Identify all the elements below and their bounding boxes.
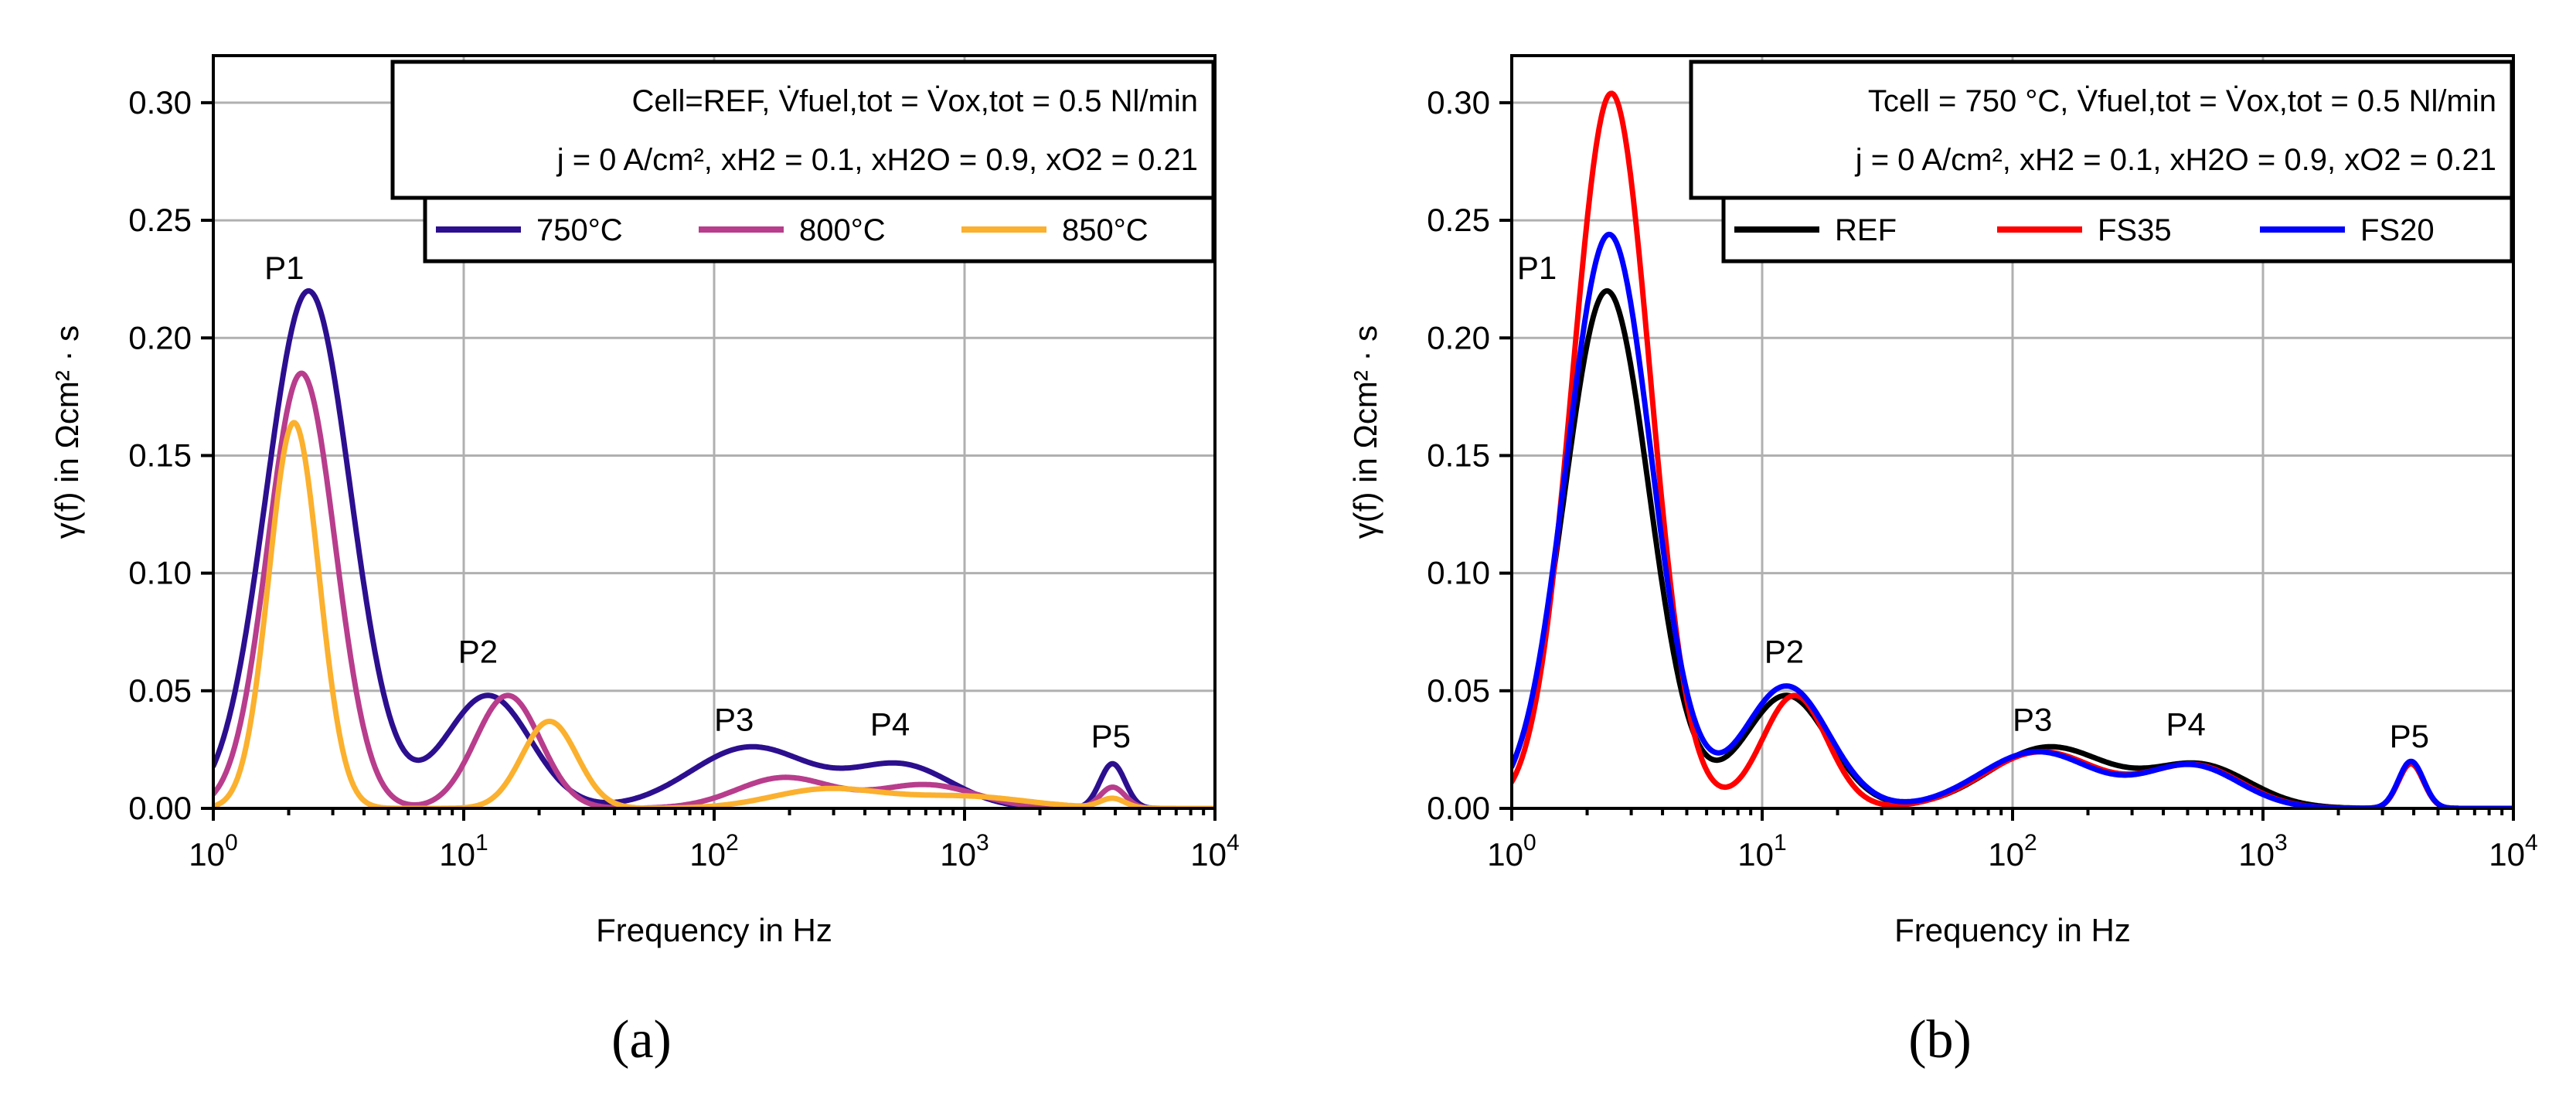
conditions-line-2: j = 0 A/cm², xH2 = 0.1, xH2O = 0.9, xO2 …	[556, 143, 1198, 177]
conditions-line-1: Cell=REF, V̇fuel,tot = V̇ox,tot = 0.5 Nl…	[631, 84, 1198, 118]
legend-label: 750°C	[536, 213, 623, 247]
x-tick-label: 102	[689, 830, 738, 873]
peak-label: P2	[1764, 633, 1804, 669]
y-tick-label: 0.20	[128, 319, 192, 355]
legend-label: 850°C	[1062, 213, 1148, 247]
peak-label: P3	[2013, 702, 2052, 738]
x-tick-label: 100	[189, 830, 237, 873]
y-tick-label: 0.00	[128, 790, 192, 826]
y-axis-label: γ(f) in Ωcm² · s	[1347, 325, 1383, 539]
peak-label: P5	[1091, 718, 1131, 754]
peak-label: P2	[458, 633, 498, 669]
peak-label: P3	[714, 702, 754, 738]
y-tick-label: 0.25	[1427, 202, 1490, 238]
y-tick-label: 0.10	[1427, 555, 1490, 591]
conditions-box: Tcell = 750 °C, V̇fuel,tot = V̇ox,tot = …	[1689, 60, 2514, 200]
x-tick-label: 102	[1988, 830, 2037, 873]
y-axis-label: γ(f) in Ωcm² · s	[49, 325, 85, 539]
x-axis-label: Frequency in Hz	[596, 912, 832, 948]
plot-frame	[1510, 54, 2515, 810]
conditions-box-frame	[1689, 60, 2514, 200]
y-tick-label: 0.05	[128, 672, 192, 709]
plot-frame	[212, 54, 1217, 810]
legend-frame	[1721, 196, 2514, 264]
legend-label: FS35	[2098, 213, 2172, 247]
panel-caption: (b)	[1908, 1010, 1972, 1070]
peak-label: P5	[2390, 718, 2429, 754]
peak-label: P4	[870, 706, 910, 743]
legend-frame	[423, 196, 1216, 264]
conditions-line-1: Tcell = 750 °C, V̇fuel,tot = V̇ox,tot = …	[1868, 84, 2496, 118]
x-tick-label: 101	[439, 830, 488, 873]
legend: REF FS35 FS20	[1721, 196, 2514, 264]
legend-label: 800°C	[799, 213, 886, 247]
y-tick-label: 0.30	[1427, 84, 1490, 121]
x-tick-label: 101	[1737, 830, 1786, 873]
x-tick-label: 104	[1190, 830, 1239, 873]
conditions-box-frame	[390, 60, 1216, 200]
y-tick-label: 0.10	[128, 555, 192, 591]
x-axis-label: Frequency in Hz	[1894, 912, 2131, 948]
legend: 750°C 800°C 850°C	[423, 196, 1216, 264]
conditions-line-2: j = 0 A/cm², xH2 = 0.1, xH2O = 0.9, xO2 …	[1855, 143, 2496, 177]
y-tick-label: 0.25	[128, 202, 192, 238]
peak-label: P4	[2166, 706, 2206, 743]
y-tick-label: 0.30	[128, 84, 192, 121]
y-tick-label: 0.15	[1427, 437, 1490, 473]
x-tick-label: 103	[940, 830, 989, 873]
y-tick-label: 0.15	[128, 437, 192, 473]
peak-label: P1	[1517, 250, 1557, 286]
x-tick-label: 104	[2489, 830, 2537, 873]
peak-label: P1	[264, 250, 304, 286]
y-tick-label: 0.00	[1427, 790, 1490, 826]
legend-label: REF	[1835, 213, 1897, 247]
x-tick-label: 100	[1487, 830, 1536, 873]
y-tick-label: 0.20	[1427, 319, 1490, 355]
conditions-box: Cell=REF, V̇fuel,tot = V̇ox,tot = 0.5 Nl…	[390, 60, 1216, 200]
x-tick-label: 103	[2238, 830, 2287, 873]
chart-panel-a: 100 101 102 103 104 0.00 0.05 0.10 0.15 0.20 0.25 0…	[49, 54, 1240, 1070]
chart-panel-b: 100 101 102 103 104 0.00 0.05 0.10 0.15 0.20 0.25 0…	[1347, 54, 2538, 1070]
panel-caption: (a)	[611, 1010, 672, 1070]
legend-label: FS20	[2360, 213, 2435, 247]
y-tick-label: 0.05	[1427, 672, 1490, 709]
